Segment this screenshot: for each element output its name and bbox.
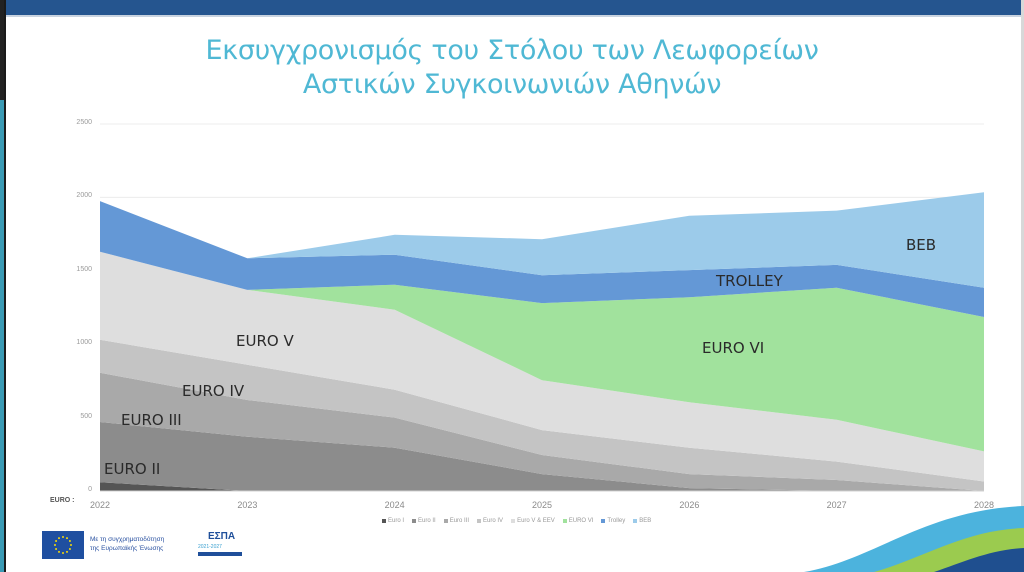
eu-text-line-2: της Ευρωπαϊκής Ένωσης [90,545,164,552]
espa-title: ΕΣΠΑ [208,531,236,542]
x-tick-label: 2024 [384,500,405,510]
legend-item: EURO VI [562,518,594,524]
y-tick-label: 2500 [76,119,92,126]
area-trolley [100,201,984,317]
legend-item: Euro V & EEV [511,518,555,524]
x-tick-label: 2026 [679,500,700,510]
window-right-edge [1021,0,1024,572]
x-tick-label: 2022 [89,500,111,510]
legend-label: Euro III [449,518,470,524]
legend-label: EURO VI [568,518,594,524]
title-line-2: Αστικών Συγκοινωνιών Αθηνών [302,69,722,100]
espa-years: 2021-2027 [198,544,222,550]
area-beb [100,192,984,288]
series-label: EURO V [236,332,294,350]
slide-title: Εκσυγχρονισμός του Στόλου των Λεωφορείων… [0,34,1024,102]
area-euro-iv [100,339,984,491]
y-tick-label: 2000 [76,192,92,200]
legend-item: Euro I [382,518,404,524]
eu-stars-icon [54,536,72,554]
chart-areas [100,192,984,491]
series-label: TROLLEY [716,272,783,290]
legend-swatch-icon [412,519,417,523]
y-tick-label: 500 [80,412,92,420]
x-tick-label: 2025 [531,500,553,510]
eu-cofunding-text: Με τη συγχρηματοδότηση της Ευρωπαϊκής Έν… [90,535,164,553]
legend-swatch-icon [443,519,448,523]
y-tick-label: 0 [88,486,92,493]
series-label: EURO VI [702,339,765,357]
eu-text-line-1: Με τη συγχρηματοδότηση [90,536,165,543]
series-label: EURO II [104,460,161,478]
series-label: BEB [906,236,937,254]
window-left-edge-dark [0,0,4,100]
window-left-edge [0,0,6,572]
legend-item: Euro II [412,518,436,524]
legend-swatch-icon [601,519,606,523]
legend-item: BEB [633,518,651,524]
legend-swatch-icon [633,519,638,523]
decorative-wave-graphic [804,506,1024,572]
eu-flag-logo [42,531,84,559]
legend-swatch-icon [382,519,386,523]
title-line-1: Εκσυγχρονισμός του Στόλου των Λεωφορείων [205,35,819,66]
area-euro-i [100,482,984,491]
series-label: EURO III [121,411,182,429]
legend-label: BEB [639,518,652,524]
y-tick-label: 1000 [76,339,92,347]
area-euro-iii [100,372,984,491]
x-tick-label: 2023 [237,500,258,510]
legend-label: Trolley [607,518,626,524]
legend-label: Euro II [418,518,436,524]
legend-label: Euro IV [483,518,504,524]
legend-item: Euro IV [477,518,503,524]
euro-axis-label: EURO : [50,497,75,504]
x-tick-label: 2027 [826,500,847,510]
espa-bar [198,552,242,556]
legend-label: Euro I [388,518,405,524]
series-label: EURO IV [182,382,245,400]
legend-swatch-icon [511,519,516,523]
area-euro-v-eev [100,251,984,482]
area-euro-ii [100,422,984,491]
chart-legend: Euro I Euro II Euro III Euro IV Euro V & EEV… [382,518,651,524]
area-euro-vi [100,251,984,452]
legend-item: Euro III [443,518,470,524]
legend-swatch-icon [562,519,567,523]
y-tick-label: 1500 [76,265,92,273]
legend-label: Euro V & EEV [517,518,555,524]
slide-top-bar [0,0,1024,17]
x-tick-label: 2028 [973,500,995,510]
legend-swatch-icon [477,519,482,523]
legend-item: Trolley [601,518,625,524]
espa-logo: ΕΣΠΑ 2021-2027 [198,531,244,559]
